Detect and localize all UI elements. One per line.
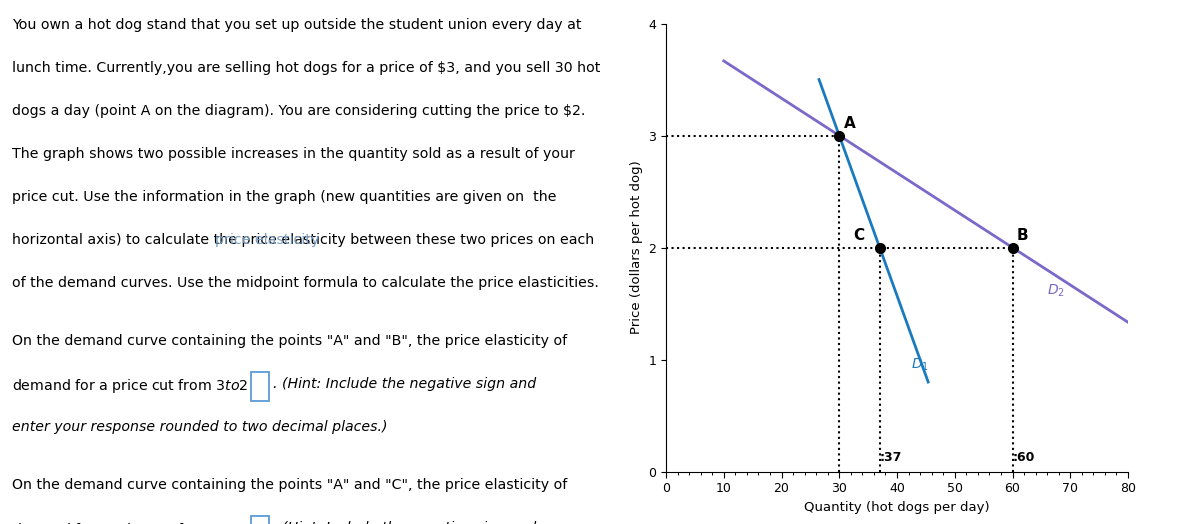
Text: $D_1$: $D_1$ bbox=[912, 356, 929, 373]
Text: . (Hint: Include the negative sign and: . (Hint: Include the negative sign and bbox=[272, 377, 536, 391]
Text: price cut. Use the information in the graph (new quantities are given on  the: price cut. Use the information in the gr… bbox=[12, 190, 556, 204]
Text: demand for a price cut from $3 to $2 is: demand for a price cut from $3 to $2 is bbox=[12, 521, 265, 524]
Text: . (Hint: Include the negative sign and: . (Hint: Include the negative sign and bbox=[272, 521, 536, 524]
Text: demand for a price cut from $3 to $2 is: demand for a price cut from $3 to $2 is bbox=[12, 377, 265, 395]
Text: On the demand curve containing the points "A" and "C", the price elasticity of: On the demand curve containing the point… bbox=[12, 478, 566, 492]
Bar bbox=[252, 372, 269, 401]
Text: C: C bbox=[853, 228, 865, 243]
Text: :60: :60 bbox=[1013, 451, 1034, 464]
Text: The graph shows two possible increases in the quantity sold as a result of your: The graph shows two possible increases i… bbox=[12, 147, 575, 161]
Y-axis label: Price (dollars per hot dog): Price (dollars per hot dog) bbox=[630, 161, 643, 334]
Bar bbox=[252, 516, 269, 524]
Text: B: B bbox=[1018, 228, 1028, 243]
Text: horizontal axis) to calculate the price elasticity between these two prices on e: horizontal axis) to calculate the price … bbox=[12, 233, 594, 247]
Text: On the demand curve containing the points "A" and "B", the price elasticity of: On the demand curve containing the point… bbox=[12, 334, 566, 348]
Text: You own a hot dog stand that you set up outside the student union every day at: You own a hot dog stand that you set up … bbox=[12, 18, 581, 32]
Text: A: A bbox=[844, 116, 856, 131]
Text: enter your response rounded to two decimal places.): enter your response rounded to two decim… bbox=[12, 420, 388, 434]
Text: $D_2$: $D_2$ bbox=[1048, 282, 1066, 299]
X-axis label: Quantity (hot dogs per day): Quantity (hot dogs per day) bbox=[804, 500, 990, 514]
Text: price elasticity: price elasticity bbox=[216, 233, 319, 247]
Text: of the demand curves. Use the midpoint formula to calculate the price elasticiti: of the demand curves. Use the midpoint f… bbox=[12, 276, 599, 290]
Text: dogs a day (point A on the diagram). You are considering cutting the price to $2: dogs a day (point A on the diagram). You… bbox=[12, 104, 584, 118]
Text: :37: :37 bbox=[880, 451, 902, 464]
Text: lunch time. Currently,you are selling hot dogs for a price of $3, and you sell 3: lunch time. Currently,you are selling ho… bbox=[12, 61, 600, 75]
